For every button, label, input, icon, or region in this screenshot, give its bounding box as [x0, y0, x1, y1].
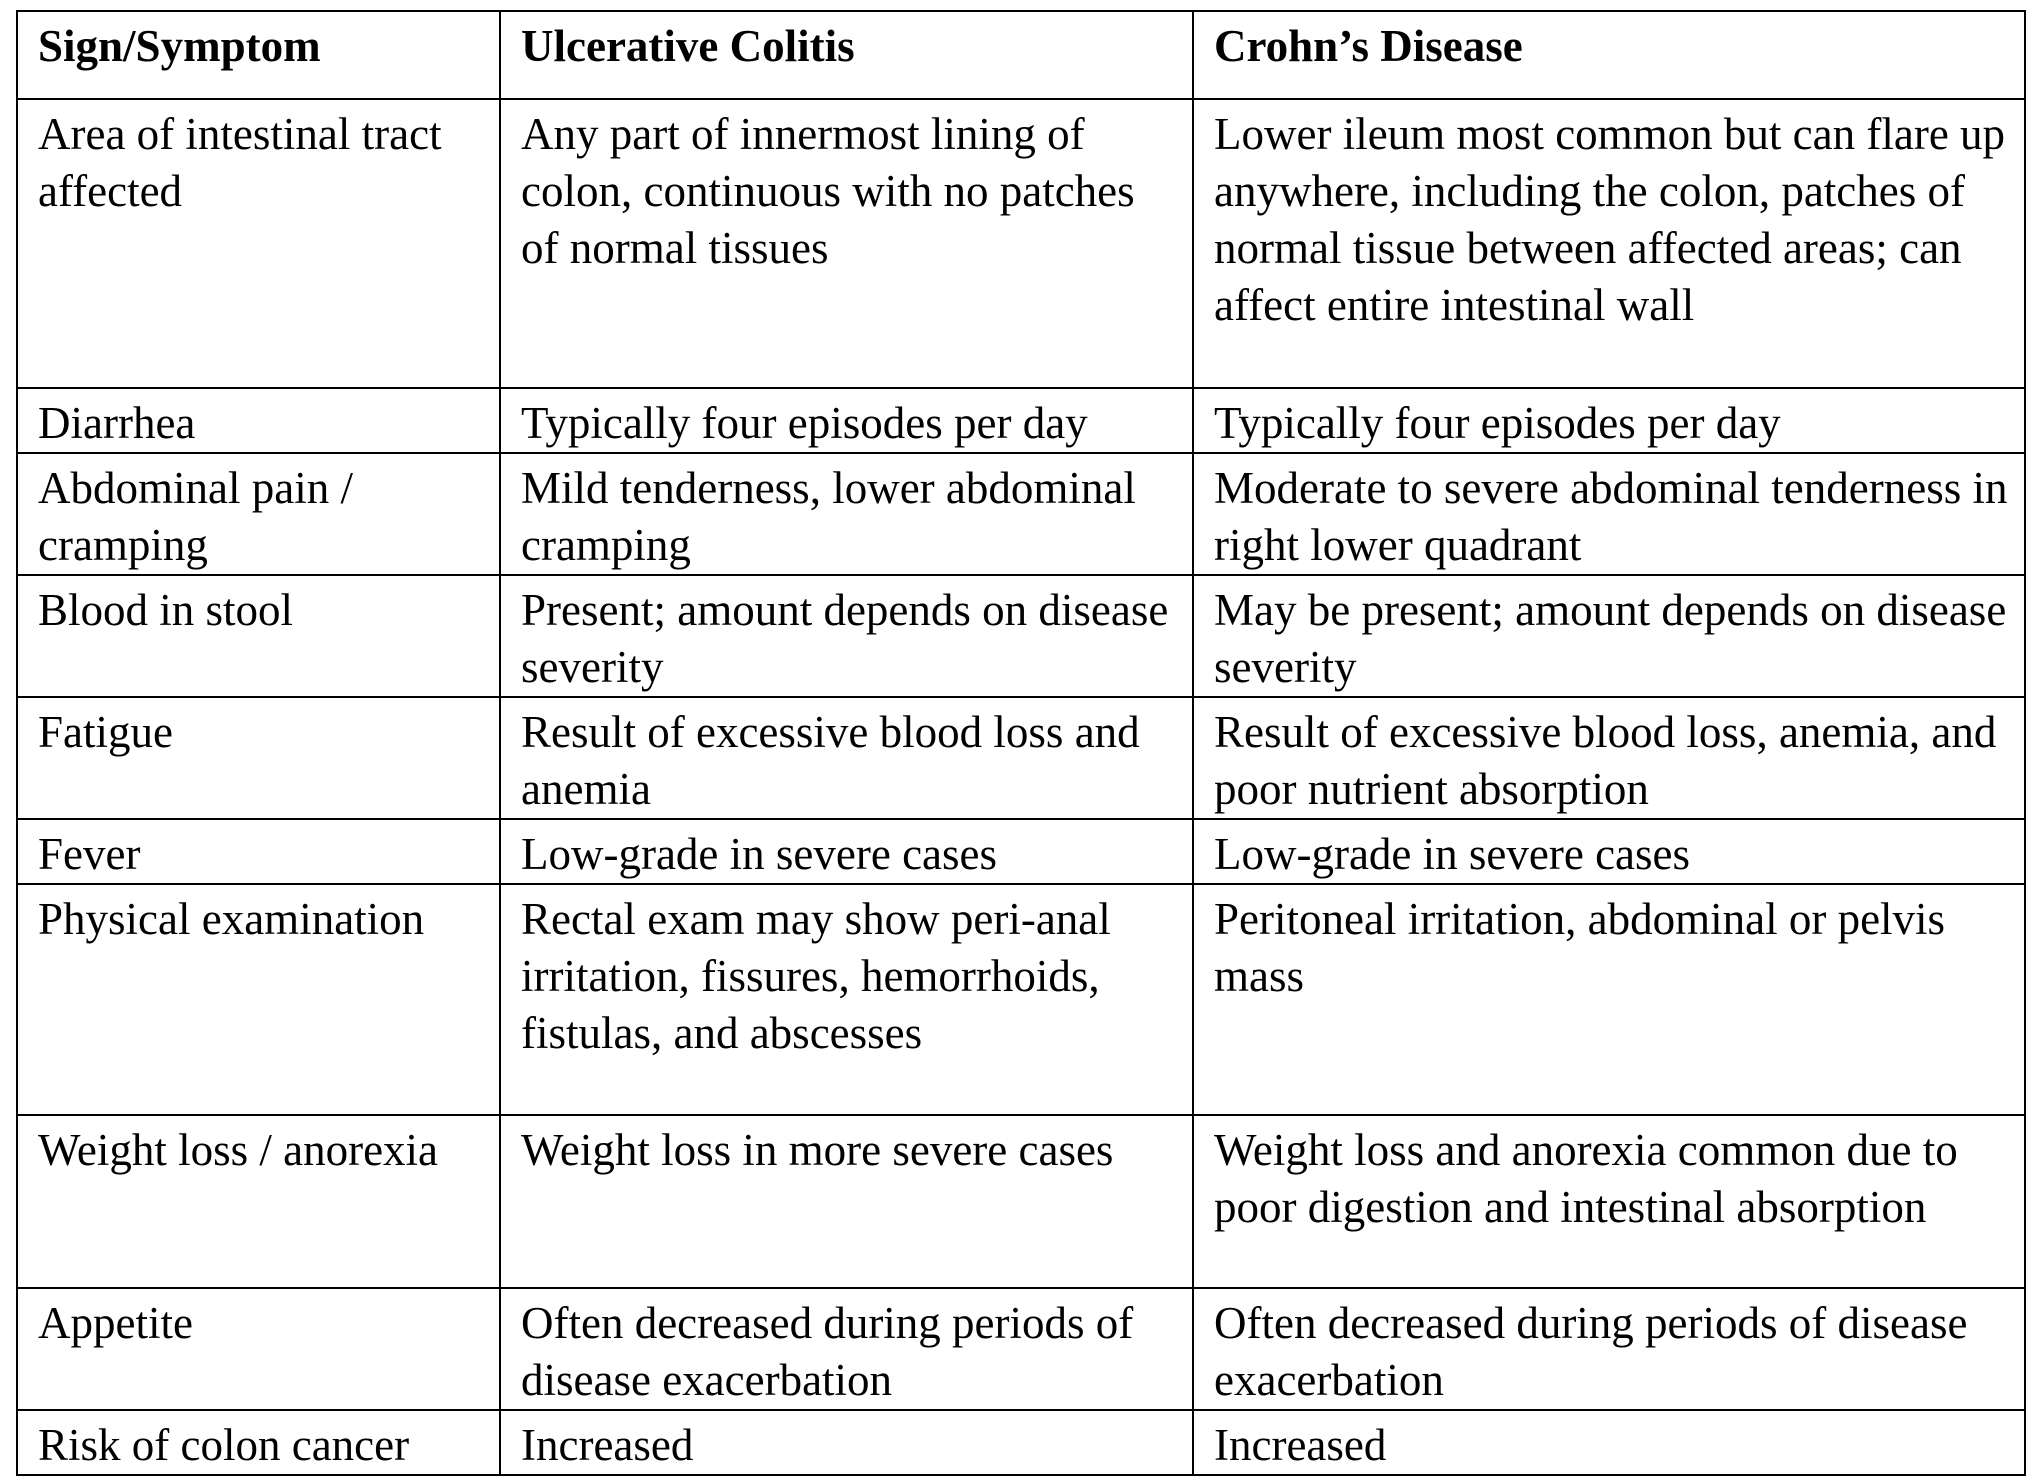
table-body: Area of intestinal tract affectedAny par… — [17, 99, 2025, 1475]
table-row: Weight loss / anorexiaWeight loss in mor… — [17, 1115, 2025, 1288]
table-cell: Moderate to severe abdominal tenderness … — [1193, 453, 2025, 575]
table-cell: Weight loss / anorexia — [17, 1115, 500, 1288]
table-cell: Appetite — [17, 1288, 500, 1410]
table-cell: Typically four episodes per day — [1193, 388, 2025, 453]
table-cell: Lower ileum most common but can flare up… — [1193, 99, 2025, 388]
table-cell: Blood in stool — [17, 575, 500, 697]
symptom-table: Sign/SymptomUlcerative ColitisCrohn’s Di… — [16, 10, 2026, 1476]
header-cell: Ulcerative Colitis — [500, 11, 1193, 99]
table-cell: Any part of innermost lining of colon, c… — [500, 99, 1193, 388]
table-cell: Fever — [17, 819, 500, 884]
table-cell: Low-grade in severe cases — [1193, 819, 2025, 884]
table-row: FeverLow-grade in severe casesLow-grade … — [17, 819, 2025, 884]
table-cell: Risk of colon cancer — [17, 1410, 500, 1475]
table-cell: Low-grade in severe cases — [500, 819, 1193, 884]
table-cell: Weight loss in more severe cases — [500, 1115, 1193, 1288]
table-cell: Weight loss and anorexia common due to p… — [1193, 1115, 2025, 1288]
table-cell: Often decreased during periods of diseas… — [1193, 1288, 2025, 1410]
table-cell: Often decreased during periods of diseas… — [500, 1288, 1193, 1410]
table-cell: Area of intestinal tract affected — [17, 99, 500, 388]
table-cell: Present; amount depends on disease sever… — [500, 575, 1193, 697]
table-row: Area of intestinal tract affectedAny par… — [17, 99, 2025, 388]
table-header: Sign/SymptomUlcerative ColitisCrohn’s Di… — [17, 11, 2025, 99]
table-cell: Result of excessive blood loss and anemi… — [500, 697, 1193, 819]
table-cell: Fatigue — [17, 697, 500, 819]
table-cell: Increased — [1193, 1410, 2025, 1475]
table-row: Abdominal pain / crampingMild tenderness… — [17, 453, 2025, 575]
table-row: Physical examinationRectal exam may show… — [17, 884, 2025, 1115]
table-row: AppetiteOften decreased during periods o… — [17, 1288, 2025, 1410]
header-cell: Crohn’s Disease — [1193, 11, 2025, 99]
table-row: Blood in stoolPresent; amount depends on… — [17, 575, 2025, 697]
table-cell: May be present; amount depends on diseas… — [1193, 575, 2025, 697]
table-cell: Diarrhea — [17, 388, 500, 453]
table-cell: Physical examination — [17, 884, 500, 1115]
table-cell: Result of excessive blood loss, anemia, … — [1193, 697, 2025, 819]
table-cell: Rectal exam may show peri-anal irritatio… — [500, 884, 1193, 1115]
table-cell: Mild tenderness, lower abdominal crampin… — [500, 453, 1193, 575]
table-row: Risk of colon cancerIncreasedIncreased — [17, 1410, 2025, 1475]
table-cell: Increased — [500, 1410, 1193, 1475]
header-cell: Sign/Symptom — [17, 11, 500, 99]
table-cell: Peritoneal irritation, abdominal or pelv… — [1193, 884, 2025, 1115]
header-row: Sign/SymptomUlcerative ColitisCrohn’s Di… — [17, 11, 2025, 99]
table-cell: Typically four episodes per day — [500, 388, 1193, 453]
table-row: DiarrheaTypically four episodes per dayT… — [17, 388, 2025, 453]
table-cell: Abdominal pain / cramping — [17, 453, 500, 575]
table-row: FatigueResult of excessive blood loss an… — [17, 697, 2025, 819]
